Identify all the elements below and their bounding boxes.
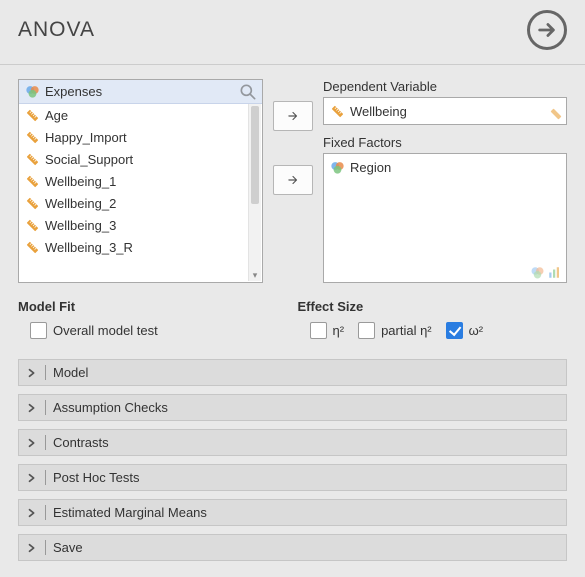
accordion-save[interactable]: Save [18,534,567,561]
ruler-icon [25,218,43,233]
overall-model-test-label: Overall model test [53,323,158,338]
dependent-label: Dependent Variable [323,79,567,94]
run-button[interactable] [527,10,567,50]
move-to-fixed-button[interactable] [273,165,313,195]
accordion-label: Post Hoc Tests [53,470,139,485]
accordion-assumption-checks[interactable]: Assumption Checks [18,394,567,421]
ruler-icon [25,240,43,255]
accordion-label: Save [53,540,83,555]
accordion-model[interactable]: Model [18,359,567,386]
scrollbar-down-icon[interactable]: ▾ [249,269,261,281]
accordion-contrasts[interactable]: Contrasts [18,429,567,456]
arrow-right-icon [286,109,300,123]
venn-icon [25,84,41,99]
dependent-item-label: Wellbeing [348,104,407,119]
accordion-label: Assumption Checks [53,400,168,415]
variable-item-label: Happy_Import [43,130,127,145]
arrow-right-icon [536,19,558,41]
dependent-box[interactable]: Wellbeing [323,97,567,125]
fixed-item-label: Region [348,160,391,175]
fixed-label: Fixed Factors [323,135,567,150]
accordion-label: Model [53,365,88,380]
variable-list[interactable]: Expenses Age Happy_Import Social_Support We… [18,79,263,283]
variable-item[interactable]: Wellbeing_3_R [19,236,262,258]
ruler-icon [25,174,43,189]
chevron-right-icon [27,403,40,413]
ruler-icon [330,104,348,119]
scrollbar-thumb[interactable] [251,106,259,204]
ruler-icon [25,130,43,145]
variable-item[interactable]: Happy_Import [19,126,262,148]
omega-squared-checkbox[interactable]: ω² [446,322,483,339]
variable-item[interactable]: Social_Support [19,148,262,170]
accordion-label: Estimated Marginal Means [53,505,207,520]
variable-item[interactable]: Wellbeing_1 [19,170,262,192]
variable-item[interactable]: Age [19,104,262,126]
chevron-right-icon [27,508,40,518]
model-fit-title: Model Fit [18,299,288,314]
arrow-right-icon [286,173,300,187]
variable-item-label: Wellbeing_3 [43,218,116,233]
chevron-right-icon [27,473,40,483]
variable-item[interactable]: Wellbeing_2 [19,192,262,214]
page-title: ANOVA [18,18,95,42]
venn-icon [330,160,348,175]
scrollbar[interactable]: ▾ [248,104,261,281]
chevron-right-icon [27,543,40,553]
effect-size-title: Effect Size [298,299,568,314]
variable-item-label: Wellbeing_3_R [43,240,133,255]
ruler-icon [25,196,43,211]
accordion-label: Contrasts [53,435,109,450]
variable-item-label: Social_Support [43,152,133,167]
overall-model-test-checkbox[interactable]: Overall model test [30,322,158,339]
variable-search-row[interactable]: Expenses [19,80,262,104]
chevron-right-icon [27,438,40,448]
search-icon[interactable] [238,82,258,102]
chevron-right-icon [27,368,40,378]
type-hint-icons [530,265,562,280]
variable-item[interactable]: Wellbeing_3 [19,214,262,236]
eta-squared-label: η² [333,323,345,338]
variable-item-label: Wellbeing_2 [43,196,116,211]
accordion-estimated-marginal-means[interactable]: Estimated Marginal Means [18,499,567,526]
move-to-dependent-button[interactable] [273,101,313,131]
ruler-icon [25,152,43,167]
partial-eta-squared-label: partial η² [381,323,432,338]
ruler-icon [25,108,43,123]
accordion-post-hoc-tests[interactable]: Post Hoc Tests [18,464,567,491]
eta-squared-checkbox[interactable]: η² [310,322,345,339]
omega-squared-label: ω² [469,323,483,338]
type-hint-icons [549,107,563,121]
fixed-box[interactable]: Region [323,153,567,283]
selected-variable-label: Expenses [41,84,238,99]
variable-item-label: Wellbeing_1 [43,174,116,189]
partial-eta-squared-checkbox[interactable]: partial η² [358,322,432,339]
variable-item-label: Age [43,108,68,123]
